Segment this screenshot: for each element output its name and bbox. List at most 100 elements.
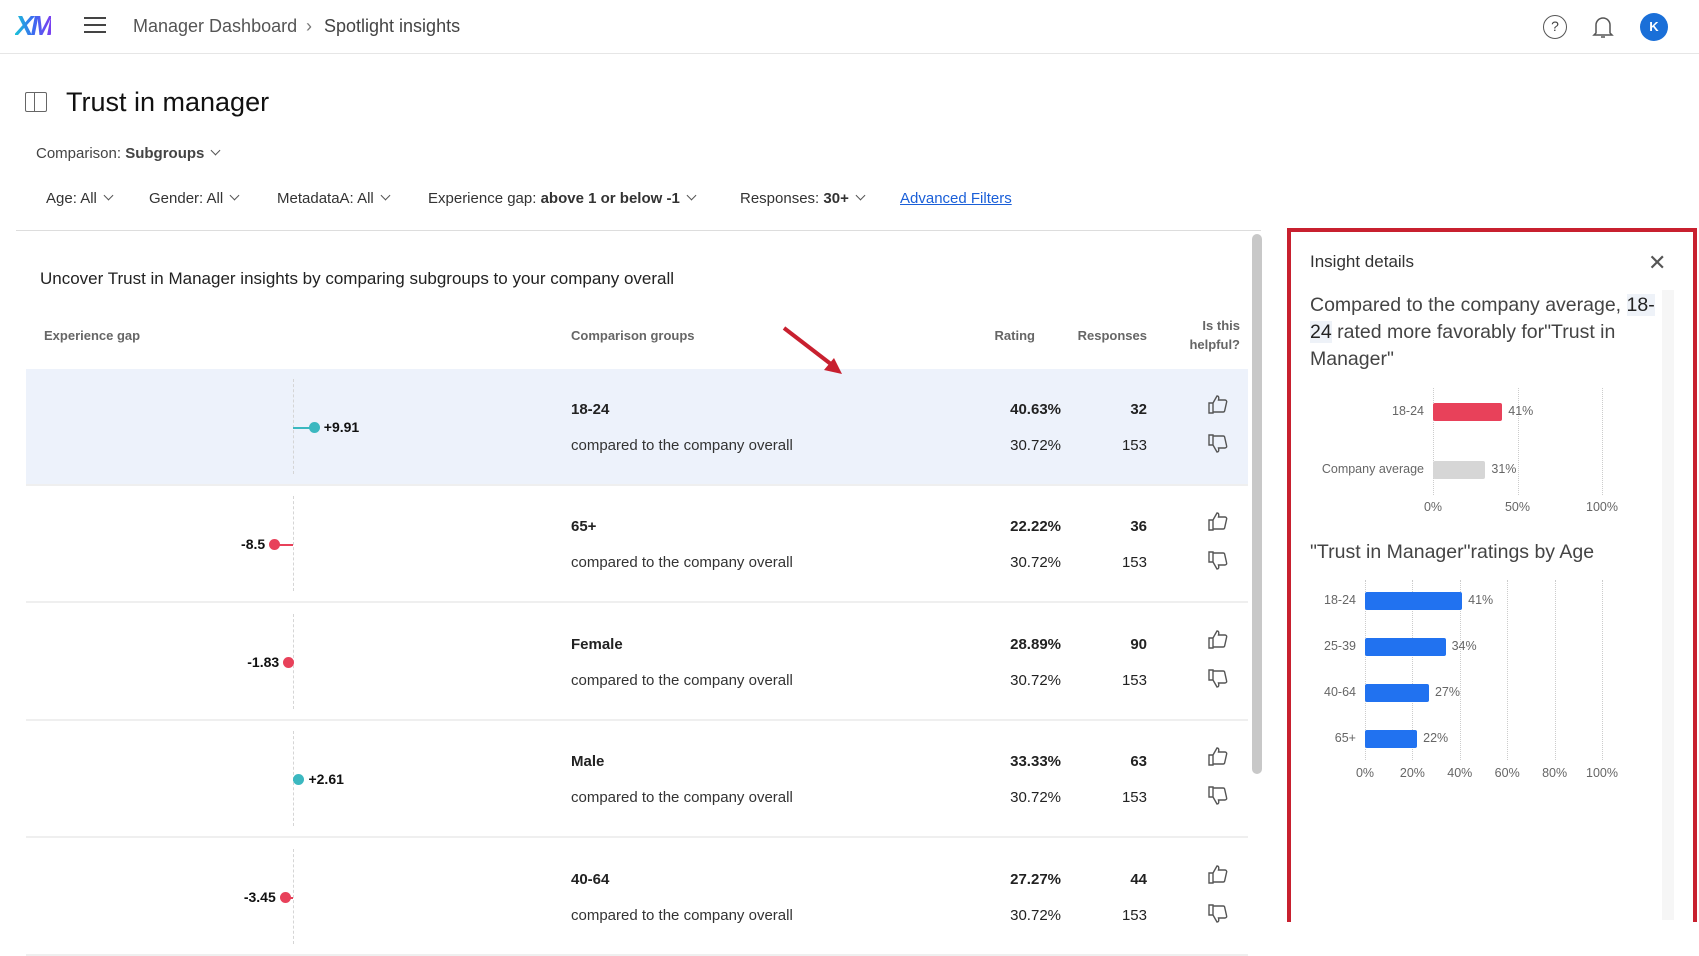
filter-dropdown[interactable]: Age: All <box>46 190 114 207</box>
filter-label: Age: <box>46 190 81 207</box>
panel-scrollbar[interactable] <box>1662 290 1674 920</box>
page-title: Trust in manager <box>66 87 270 117</box>
header-responses: Responses <box>1077 328 1147 343</box>
insight-details-panel <box>1287 228 1697 922</box>
filter-value: 30+ <box>823 190 849 207</box>
xm-logo[interactable]: XM <box>15 10 54 41</box>
comparison-text: compared to the company overall <box>571 672 793 689</box>
comparison-text: compared to the company overall <box>571 789 793 806</box>
filter-label: Gender: <box>149 190 207 207</box>
thumbs-up-icon[interactable] <box>1206 510 1230 539</box>
rating-value: 27.27% <box>1010 871 1061 888</box>
company-rating: 30.72% <box>1010 554 1061 571</box>
x-tick-label: 0% <box>1423 500 1443 514</box>
value-label: 22% <box>1423 731 1449 745</box>
divider <box>16 230 1261 231</box>
thumbs-up-icon[interactable] <box>1206 863 1230 892</box>
table-row[interactable]: -8.5 65+ compared to the company overall 22… <box>26 486 1248 603</box>
rating-value: 40.63% <box>1010 401 1061 418</box>
thumbs-up-icon[interactable] <box>1206 745 1230 774</box>
gap-dot <box>269 539 281 550</box>
gap-label: -1.83 <box>247 654 280 670</box>
zero-line <box>293 849 294 944</box>
bar <box>1365 730 1418 748</box>
company-rating: 30.72% <box>1010 672 1061 689</box>
value-label: 27% <box>1434 685 1461 699</box>
breadcrumb-manager-dashboard[interactable]: Manager Dashboard <box>133 16 298 36</box>
thumbs-down-icon[interactable] <box>1206 431 1230 460</box>
grid-line <box>1602 388 1603 495</box>
gap-dot <box>308 422 320 433</box>
responses-count: 32 <box>1130 401 1147 418</box>
thumbs-up-icon[interactable] <box>1206 628 1230 657</box>
grid-line <box>1517 388 1519 495</box>
gap-line <box>275 544 293 546</box>
filter-value: All <box>206 190 224 207</box>
x-tick-label: 60% <box>1494 766 1520 780</box>
table-scrollbar[interactable] <box>1252 234 1262 774</box>
chevron-down-icon <box>210 145 221 156</box>
chevron-down-icon <box>855 190 866 201</box>
annotation-arrow-icon <box>782 326 842 374</box>
close-icon[interactable]: ✕ <box>1648 250 1667 275</box>
grid-line <box>1433 388 1434 495</box>
grid-line <box>1412 580 1414 760</box>
help-icon[interactable]: ? <box>1543 15 1567 39</box>
comparison-group: Male <box>571 753 605 770</box>
breadcrumb-separator-icon: › <box>306 16 312 36</box>
filter-value: All <box>80 190 97 207</box>
header-experience-gap: Experience gap <box>44 328 141 343</box>
zero-line <box>293 379 294 474</box>
filter-dropdown[interactable]: Responses: 30+ <box>740 190 866 207</box>
table-row[interactable]: -1.83 Female compared to the company overa… <box>26 604 1248 721</box>
table-row[interactable]: -3.45 40-64 compared to the company overal… <box>26 839 1248 956</box>
company-responses: 153 <box>1121 789 1147 806</box>
filter-value: above 1 or below -1 <box>540 190 680 207</box>
hamburger-menu-icon[interactable] <box>84 17 106 35</box>
grid-line <box>1554 580 1556 760</box>
grid-line <box>1602 580 1603 760</box>
x-tick-label: 100% <box>1586 500 1618 514</box>
table-row[interactable]: +2.61 Male compared to the company overall… <box>26 721 1248 838</box>
comparison-group: 18-24 <box>571 401 610 418</box>
thumbs-down-icon[interactable] <box>1206 666 1230 695</box>
thumbs-down-icon[interactable] <box>1206 901 1230 930</box>
gap-dot <box>283 657 295 668</box>
filter-dropdown[interactable]: Experience gap: above 1 or below -1 <box>428 190 697 207</box>
filter-dropdown[interactable]: MetadataA: All <box>277 190 391 207</box>
gap-label: +2.61 <box>308 771 344 787</box>
chevron-down-icon <box>103 190 114 201</box>
x-tick-label: 0% <box>1355 766 1375 780</box>
chevron-down-icon <box>229 190 240 201</box>
panel-title: Insight details <box>1310 252 1414 271</box>
notification-bell-icon[interactable] <box>1591 14 1615 40</box>
thumbs-down-icon[interactable] <box>1206 783 1230 812</box>
x-tick-label: 50% <box>1504 500 1531 514</box>
comparison-group: 65+ <box>571 518 597 535</box>
gap-dot <box>293 774 305 785</box>
company-rating: 30.72% <box>1010 437 1061 454</box>
thumbs-up-icon[interactable] <box>1206 393 1230 422</box>
company-rating: 30.72% <box>1010 907 1061 924</box>
top-bar <box>0 0 1699 54</box>
avatar[interactable]: K <box>1640 13 1668 41</box>
grid-line <box>1507 580 1509 760</box>
bar <box>1433 461 1486 479</box>
header-helpful: Is this helpful? <box>1189 318 1240 352</box>
table-row[interactable]: +9.91 18-24 compared to the company overal… <box>26 369 1248 486</box>
toggle-sidebar-icon[interactable] <box>25 92 47 112</box>
company-rating: 30.72% <box>1010 789 1061 806</box>
bar <box>1365 684 1429 702</box>
company-responses: 153 <box>1121 554 1147 571</box>
thumbs-down-icon[interactable] <box>1206 548 1230 577</box>
insight-summary: Compared to the company average, 18-24 r… <box>1310 294 1655 370</box>
comparison-group: 40-64 <box>571 871 610 888</box>
filter-dropdown[interactable]: Gender: All <box>149 190 240 207</box>
comparison-group: Female <box>571 636 623 653</box>
rating-value: 33.33% <box>1010 753 1061 770</box>
advanced-filters-link[interactable]: Advanced Filters <box>900 190 1012 207</box>
value-label: 41% <box>1468 593 1494 607</box>
filter-value: All <box>357 190 374 207</box>
comparison-dropdown[interactable]: Comparison: Subgroups <box>36 145 221 162</box>
chevron-down-icon <box>686 190 697 201</box>
